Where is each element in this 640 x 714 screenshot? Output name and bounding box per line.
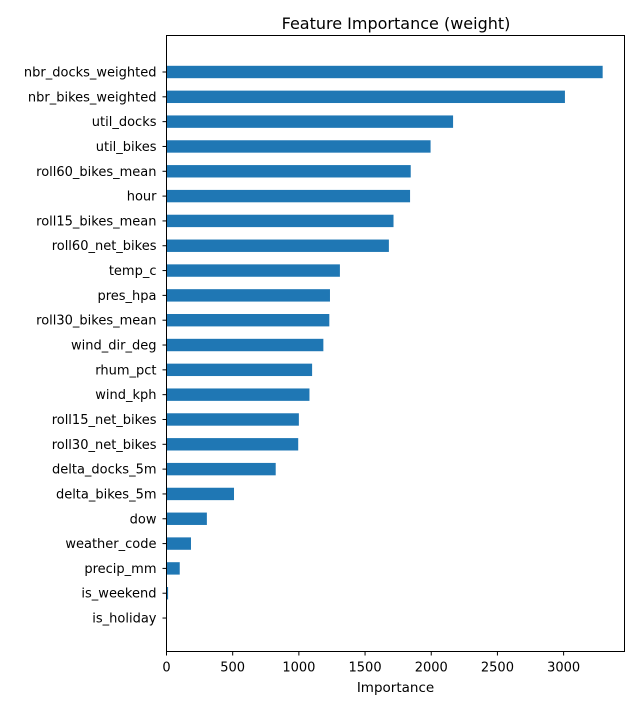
y-tick-label: roll15_net_bikes <box>52 413 157 428</box>
bar-delta_bikes_5m <box>166 487 235 501</box>
bar-nbr_bikes_weighted <box>166 90 565 104</box>
bar-delta_docks_5m <box>166 462 276 476</box>
x-axis-ticks: 0 500 1000 1500 2000 2500 3000 <box>162 651 580 676</box>
y-tick-label: roll30_net_bikes <box>52 438 157 453</box>
y-tick-label: precip_mm <box>84 562 156 577</box>
x-tick-label: 500 <box>220 661 245 676</box>
x-tick-label: 2500 <box>481 661 514 676</box>
x-axis-label: Importance <box>357 680 434 696</box>
bar-dow <box>166 512 207 525</box>
bar-roll30_net_bikes <box>166 438 299 451</box>
y-tick-label: is_weekend <box>81 587 156 602</box>
bar-is_weekend <box>166 587 169 600</box>
y-tick-label: roll30_bikes_mean <box>36 314 156 329</box>
y-tick-label: util_docks <box>92 115 157 130</box>
bar-roll60_bikes_mean <box>166 165 411 178</box>
bar-util_docks <box>166 115 454 128</box>
bar-roll30_bikes_mean <box>166 314 330 327</box>
y-tick-label: wind_kph <box>95 388 156 403</box>
y-tick-label: roll15_bikes_mean <box>36 214 156 229</box>
bar-temp_c <box>166 264 340 277</box>
y-tick-label: temp_c <box>109 264 157 279</box>
y-tick-label: roll60_net_bikes <box>52 239 157 254</box>
x-tick-label: 3000 <box>547 661 580 676</box>
bar-precip_mm <box>166 562 180 575</box>
bar-pres_hpa <box>166 289 330 302</box>
y-tick-label: is_holiday <box>92 612 157 627</box>
x-tick-label: 2000 <box>415 661 448 676</box>
x-tick-label: 1000 <box>282 661 315 676</box>
x-tick-label: 1500 <box>349 661 382 676</box>
bar-hour <box>166 189 411 203</box>
y-tick-label: delta_docks_5m <box>52 463 157 478</box>
plot-frame <box>166 35 625 652</box>
y-tick-label: util_bikes <box>96 140 157 155</box>
y-tick-label: weather_code <box>65 537 156 552</box>
y-tick-label: pres_hpa <box>97 289 156 304</box>
x-tick-label: 0 <box>162 661 170 676</box>
y-tick-label: rhum_pct <box>95 363 156 378</box>
bar-roll15_net_bikes <box>166 413 299 426</box>
bar-wind_kph <box>166 388 310 401</box>
chart-title: Feature Importance (weight) <box>282 14 511 33</box>
bar-util_bikes <box>166 140 431 153</box>
y-tick-label: roll60_bikes_mean <box>36 165 156 180</box>
y-tick-label: hour <box>127 190 157 205</box>
bar-roll60_net_bikes <box>166 239 389 252</box>
bar-nbr_docks_weighted <box>166 65 603 79</box>
y-axis-ticks: nbr_docks_weighted nbr_bikes_weightedutil… <box>24 66 167 627</box>
y-tick-label: dow <box>130 512 157 527</box>
y-tick-label: wind_dir_deg <box>71 339 156 354</box>
bar-roll15_bikes_mean <box>166 214 394 228</box>
y-tick-label: nbr_bikes_weighted <box>28 90 157 105</box>
y-tick-label: nbr_docks_weighted <box>24 66 157 81</box>
bar-wind_dir_deg <box>166 338 324 352</box>
bar-weather_code <box>166 537 191 550</box>
y-tick-label: delta_bikes_5m <box>56 487 157 502</box>
bars-layer <box>166 65 603 625</box>
bar-rhum_pct <box>166 363 313 377</box>
